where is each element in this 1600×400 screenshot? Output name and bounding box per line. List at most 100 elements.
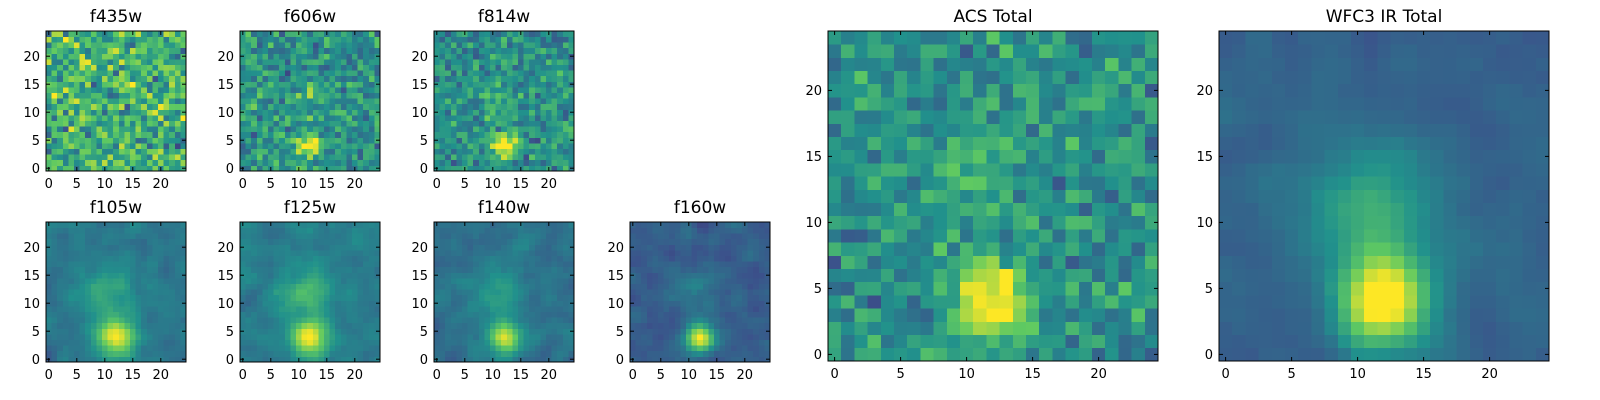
heatmap-cell [1026,189,1040,203]
heatmap-cell [506,317,513,324]
heatmap-cell [146,238,153,245]
heatmap-cell [697,334,704,340]
heatmap-cell [568,131,575,138]
heatmap-cell [335,345,342,352]
heatmap-cell [113,81,120,88]
heatmap-cell [652,328,659,335]
heatmap-cell [312,317,319,324]
heatmap-cell [312,306,319,312]
heatmap-cell [158,42,164,49]
heatmap-cell [158,233,164,240]
heatmap-cell [680,334,687,340]
heatmap-cell [562,266,569,273]
heatmap-cell [96,70,103,77]
heatmap-cell [445,350,452,357]
heatmap-cell [307,81,314,88]
heatmap-cell [986,308,1000,322]
heatmap-cell [1012,295,1027,309]
y-tick-label: 20 [411,241,428,256]
heatmap-cell [357,311,364,318]
heatmap-cell [529,148,536,155]
heatmap-cell [62,53,69,60]
heatmap-cell [725,227,732,234]
heatmap-cell [523,87,530,93]
heatmap-cell [473,98,480,105]
heatmap-cell [307,244,314,251]
heatmap-cell [130,64,136,71]
heatmap-cell [523,311,530,318]
heatmap-cell [568,75,575,82]
heatmap-cell [329,350,336,357]
heatmap-cell [478,322,485,329]
heatmap-cell [346,148,353,155]
heatmap-cell [74,261,80,268]
heatmap-cell [758,317,765,324]
heatmap-cell [79,109,86,116]
heatmap-cell [158,115,164,121]
heatmap-cell [736,266,743,273]
heatmap-cell [346,120,353,127]
heatmap-cell [90,222,97,228]
heatmap-cell [324,244,330,251]
heatmap-cell [57,345,64,352]
heatmap-cell [562,328,569,335]
heatmap-cell [113,159,120,166]
heatmap-cell [352,75,358,82]
heatmap-cell [450,278,457,284]
heatmap-cell [130,244,136,251]
heatmap-cell [1118,242,1132,256]
heatmap-cell [268,103,274,110]
heatmap-cell [340,159,347,166]
heatmap-cell [284,345,291,352]
heatmap-cell [74,334,80,340]
heatmap-cell [841,202,855,217]
heatmap-cell [368,64,375,71]
heatmap-cell [456,109,463,116]
heatmap-cell [534,322,541,329]
heatmap-cell [490,244,496,251]
x-tick-label: 0 [239,368,247,383]
heatmap-cell [301,126,308,133]
heatmap-cell [484,238,491,245]
heatmap-cell [57,272,64,279]
heatmap-cell [663,278,670,284]
heatmap-cell [946,334,961,349]
heatmap-cell [529,250,536,256]
heatmap-cell [68,250,75,256]
heatmap-cell [933,295,948,309]
heatmap-cell [490,137,496,144]
heatmap-cell [562,255,569,262]
heatmap-cell [663,261,670,268]
heatmap-cell [240,42,246,49]
heatmap-cell [113,227,120,234]
heatmap-cell [546,250,552,256]
heatmap-cell [245,154,252,161]
heatmap-cell [240,238,246,245]
heatmap-cell [540,233,547,240]
heatmap-cell [753,345,760,352]
heatmap-cell [262,317,269,324]
heatmap-cell [490,328,496,335]
heatmap-cell [146,87,153,93]
heatmap-cell [256,137,263,144]
heatmap-cell [141,148,148,155]
heatmap-cell [518,64,524,71]
heatmap-cell [62,317,69,324]
heatmap-cell [79,356,86,363]
heatmap-cell [141,64,148,71]
heatmap-cell [51,47,58,54]
heatmap-cell [439,36,446,43]
heatmap-cell [450,81,457,88]
heatmap-cell [346,92,353,99]
heatmap-cell [434,311,440,318]
heatmap-cell [854,242,868,256]
heatmap-cell [296,70,302,77]
heatmap-cell [490,317,496,324]
heatmap-cell [551,339,558,346]
heatmap-cell [1026,295,1040,309]
heatmap-cell [506,244,513,251]
heatmap-cell [240,317,246,324]
heatmap-cell [473,109,480,116]
heatmap-cell [518,322,524,329]
heatmap-cell [374,70,381,77]
